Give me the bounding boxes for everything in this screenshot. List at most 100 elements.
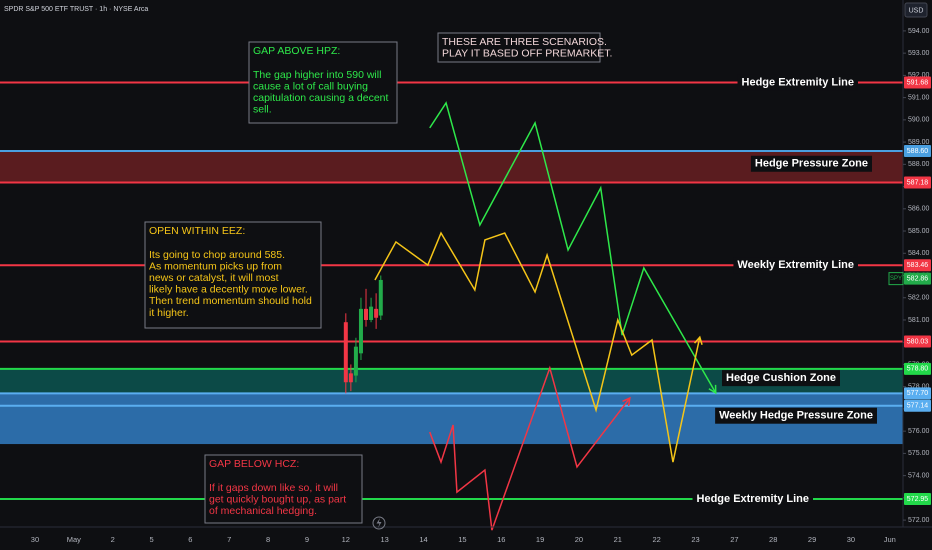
annotation-line: capitulation causing a decent	[253, 92, 389, 104]
date-axis: 30 May 2 5 6 7 8 9 12 13 14 15 16 19 20 21 22 23 27 28 29 30 J…	[31, 535, 896, 544]
date-tick-label: 21	[614, 535, 622, 544]
price-tag	[904, 492, 931, 505]
date-tick-label: 29	[808, 535, 816, 544]
price-tick-label: 586.00	[908, 206, 930, 213]
annotation-title: GAP ABOVE HPZ:	[253, 45, 340, 57]
date-tick-label: 2	[111, 535, 115, 544]
level-label-bg	[715, 407, 877, 424]
price-tick-label: 588.00	[908, 161, 930, 168]
level-label: Hedge Extremity Line	[697, 493, 809, 505]
price-tag	[904, 387, 931, 400]
price-tick-label: 572.00	[908, 517, 930, 524]
arrow-head	[693, 335, 703, 345]
price-tag-label: 572.95	[907, 496, 929, 503]
event-icon[interactable]	[372, 516, 386, 530]
annotation-line: Then trend momentum should hold	[149, 295, 312, 307]
candle-body	[358, 308, 363, 354]
date-tick-label: 28	[769, 535, 777, 544]
price-tick-label: 581.00	[908, 317, 930, 324]
scenario-path	[429, 101, 717, 394]
annotation-line: Its going to chop around 585.	[149, 249, 285, 261]
price-tag	[904, 335, 931, 348]
level-label: Weekly Extremity Line	[737, 259, 854, 271]
level-label-bg	[733, 257, 858, 274]
level-label: Hedge Pressure Zone	[755, 158, 868, 170]
price-tick-label: 574.00	[908, 472, 930, 479]
price-tick-label: 585.00	[908, 228, 930, 235]
price-tag-label: 583.46	[907, 262, 929, 269]
price-axis: 594.00 593.00 592.00 591.00 590.00 589.00 588.…	[903, 28, 931, 524]
annotation-line: PLAY IT BASED OFF PREMARKET.	[442, 47, 612, 59]
price-tick-label: 584.00	[908, 250, 930, 257]
price-tick-label: 591.00	[908, 94, 930, 101]
symbol-title: SPDR S&P 500 ETF TRUST · 1h · NYSE Arca	[4, 6, 148, 13]
level-label: Weekly Hedge Pressure Zone	[719, 410, 873, 422]
price-tag-label: 577.70	[907, 390, 929, 397]
price-tag	[904, 362, 931, 375]
price-tag-label: 591.68	[907, 79, 929, 86]
price-tick-label: 576.00	[908, 428, 930, 435]
date-tick-label: 14	[419, 535, 427, 544]
annotation-box	[437, 32, 601, 63]
scenario-path	[374, 231, 701, 463]
date-tick-label: 16	[497, 535, 505, 544]
annotation-box	[248, 41, 398, 124]
date-tick-label: 6	[188, 535, 192, 544]
annotation-box	[204, 454, 363, 524]
annotation-line: of mechanical hedging.	[209, 505, 317, 517]
candle-body	[374, 308, 379, 318]
date-tick-label: 8	[266, 535, 270, 544]
price-tag	[904, 272, 931, 285]
price-tick-label: 593.00	[908, 50, 930, 57]
date-tick-label: 22	[652, 535, 660, 544]
price-tag-label: 587.18	[907, 179, 929, 186]
date-tick-label: 30	[31, 535, 39, 544]
price-tag-label: 580.03	[907, 338, 929, 345]
price-tick-label: 578.00	[908, 384, 930, 391]
annotation-title: OPEN WITHIN EEZ:	[149, 225, 245, 237]
annotation-line: it higher.	[149, 307, 189, 319]
price-tag-label: 577.14	[907, 403, 929, 410]
price-tag	[904, 259, 931, 272]
level-label-bg	[737, 74, 858, 91]
symbol-tag-label: SPY	[890, 276, 902, 282]
date-tick-label: 23	[691, 535, 699, 544]
plot-area: Hedge Pressure Zone Hedge Cushion Zone Wee…	[0, 32, 903, 531]
price-tick-label: 590.00	[908, 117, 930, 124]
arrow-head	[708, 384, 717, 395]
annotation-line: get quickly bought up, as part	[209, 493, 346, 505]
annotation-line: news or catalyst, it will most	[149, 272, 279, 284]
level-label: Hedge Cushion Zone	[726, 372, 836, 384]
date-tick-label: 9	[305, 535, 309, 544]
annotation-line: The gap higher into 590 will	[253, 69, 381, 81]
date-tick-label: 20	[575, 535, 583, 544]
price-tag	[904, 399, 931, 412]
candle-body	[348, 373, 353, 383]
currency-button[interactable]	[904, 2, 928, 18]
annotation-line: If it gaps down like so, it will	[209, 482, 338, 494]
currency-label: USD	[909, 7, 924, 14]
annotation-line: likely have a decently move lower.	[149, 284, 308, 296]
price-tick-label: 575.00	[908, 450, 930, 457]
lightning-icon	[376, 518, 382, 528]
candle-body	[364, 308, 369, 320]
date-tick-label: 15	[458, 535, 466, 544]
annotation-box	[144, 221, 322, 329]
annotation-title: GAP BELOW HCZ:	[209, 458, 299, 470]
price-tick-label: 582.00	[908, 295, 930, 302]
price-tag-label: 582.86	[907, 275, 929, 282]
candle-body	[369, 306, 374, 320]
price-tick-label: 589.00	[908, 139, 930, 146]
annotation-line: THESE ARE THREE SCENARIOS.	[442, 36, 607, 48]
level-label-bg	[692, 490, 813, 507]
date-tick-label: 5	[149, 535, 153, 544]
candle-body	[378, 279, 383, 316]
candle-body	[343, 322, 348, 383]
annotation-line: sell.	[253, 104, 272, 116]
annotation-line: As momentum picks up from	[149, 260, 282, 272]
annotation-line: cause a lot of call buying	[253, 80, 368, 92]
symbol-tag	[888, 272, 904, 286]
date-tick-label: 13	[380, 535, 388, 544]
price-tag-label: 588.60	[907, 148, 929, 155]
